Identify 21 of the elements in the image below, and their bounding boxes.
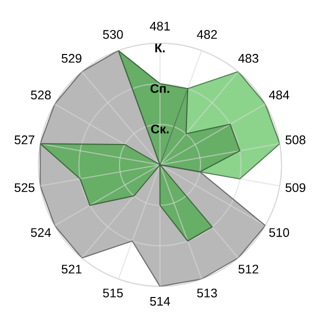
spoke-label: 481 <box>150 22 170 31</box>
spoke-label: 513 <box>197 288 217 298</box>
y-tick-label: Ск. <box>151 124 169 134</box>
spoke-label: 529 <box>62 54 82 63</box>
spoke-label: 483 <box>238 54 258 63</box>
spoke-label: 530 <box>103 30 123 39</box>
spoke-label: 512 <box>238 264 258 274</box>
spoke-label: 482 <box>196 30 217 39</box>
spoke-label: 524 <box>30 228 51 237</box>
y-tick-label: Сп. <box>150 84 170 93</box>
spoke-label: 528 <box>30 90 51 100</box>
spoke-label: 514 <box>150 297 170 306</box>
y-tick-label: К. <box>155 44 165 52</box>
spoke-label: 509 <box>286 183 306 192</box>
spoke-label: 484 <box>269 90 290 100</box>
spoke-label: 525 <box>14 183 34 192</box>
spoke-label: 508 <box>286 135 306 144</box>
spoke-label: 510 <box>269 228 290 237</box>
spoke-label: 521 <box>62 264 82 274</box>
spoke-label: 527 <box>14 135 34 144</box>
spoke-label: 515 <box>103 288 123 298</box>
